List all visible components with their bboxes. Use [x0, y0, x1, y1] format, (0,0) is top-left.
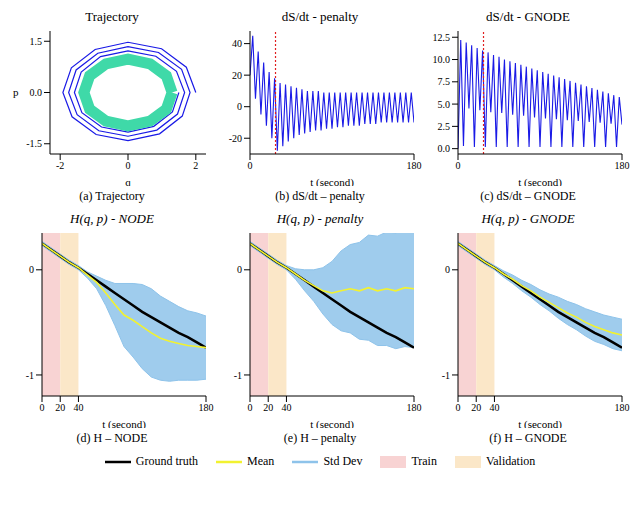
svg-text:20: 20 — [471, 402, 481, 413]
svg-text:-2: -2 — [56, 160, 64, 171]
svg-text:0: 0 — [248, 402, 253, 413]
svg-text:0: 0 — [248, 160, 253, 171]
svg-text:180: 180 — [199, 402, 214, 413]
html-text:(e) H – penalty: (e) H – penalty — [283, 431, 357, 445]
svg-text:p: p — [13, 86, 19, 98]
svg-text:180: 180 — [407, 160, 422, 171]
svg-text:0.0: 0.0 — [30, 87, 43, 98]
svg-text:1.5: 1.5 — [30, 36, 43, 47]
svg-text:20: 20 — [55, 402, 65, 413]
html-text:Ground truth: Ground truth — [135, 454, 198, 468]
svg-text:40: 40 — [489, 402, 499, 413]
svg-text:t (second): t (second) — [310, 418, 354, 428]
svg-text:q: q — [125, 176, 131, 186]
svg-text:180: 180 — [615, 402, 630, 413]
svg-text:0: 0 — [29, 264, 34, 275]
svg-text:40: 40 — [281, 402, 291, 413]
svg-text:0: 0 — [456, 402, 461, 413]
svg-text:0: 0 — [126, 160, 131, 171]
svg-text:-1: -1 — [442, 370, 450, 381]
svg-text:40: 40 — [73, 402, 83, 413]
html-text:Mean: Mean — [247, 454, 275, 468]
svg-text:10.0: 10.0 — [433, 54, 451, 65]
svg-text:20: 20 — [263, 402, 273, 413]
svg-text:5.0: 5.0 — [438, 99, 451, 110]
svg-text:0: 0 — [445, 264, 450, 275]
svg-text:t (second): t (second) — [518, 418, 562, 428]
svg-text:-1: -1 — [234, 370, 242, 381]
html-text:H(q, p) - GNODE: H(q, p) - GNODE — [481, 211, 575, 226]
svg-text:2: 2 — [193, 160, 198, 171]
svg-text:40: 40 — [232, 38, 242, 49]
svg-text:t (second): t (second) — [518, 176, 562, 186]
html-text:dS/dt - GNODE: dS/dt - GNODE — [486, 9, 570, 24]
svg-text:-20: -20 — [229, 133, 242, 144]
html-text:(a) Trajectory: (a) Trajectory — [79, 189, 145, 203]
html-text:(d) H – NODE: (d) H – NODE — [76, 431, 148, 445]
svg-text:0.0: 0.0 — [438, 143, 451, 154]
svg-text:12.5: 12.5 — [433, 32, 451, 43]
svg-text:t (second): t (second) — [310, 176, 354, 186]
html-text:Train: Train — [411, 454, 437, 468]
svg-text:2.5: 2.5 — [438, 121, 451, 132]
svg-text:180: 180 — [407, 402, 422, 413]
svg-text:7.5: 7.5 — [438, 76, 451, 87]
html-text:H(q, p) - NODE: H(q, p) - NODE — [70, 211, 154, 226]
svg-text:20: 20 — [232, 70, 242, 81]
svg-text:-1: -1 — [26, 370, 34, 381]
html-text:H(q, p) - penalty: H(q, p) - penalty — [276, 211, 364, 226]
svg-text:0: 0 — [237, 101, 242, 112]
html-text:(f) H – GNODE: (f) H – GNODE — [489, 431, 567, 445]
svg-text:-1.5: -1.5 — [26, 138, 42, 149]
html-text:Validation: Validation — [486, 454, 536, 468]
html-text:(b) dS/dt – penalty: (b) dS/dt – penalty — [275, 189, 365, 203]
svg-text:180: 180 — [615, 160, 630, 171]
html-text:Std Dev: Std Dev — [323, 454, 363, 468]
svg-text:0: 0 — [237, 264, 242, 275]
svg-text:t (second): t (second) — [102, 418, 146, 428]
html-text:(c) dS/dt – GNODE: (c) dS/dt – GNODE — [480, 189, 576, 203]
svg-text:0: 0 — [40, 402, 45, 413]
svg-text:0: 0 — [456, 160, 461, 171]
html-text:Trajectory: Trajectory — [85, 9, 139, 24]
html-text:dS/dt - penalty: dS/dt - penalty — [281, 9, 359, 24]
